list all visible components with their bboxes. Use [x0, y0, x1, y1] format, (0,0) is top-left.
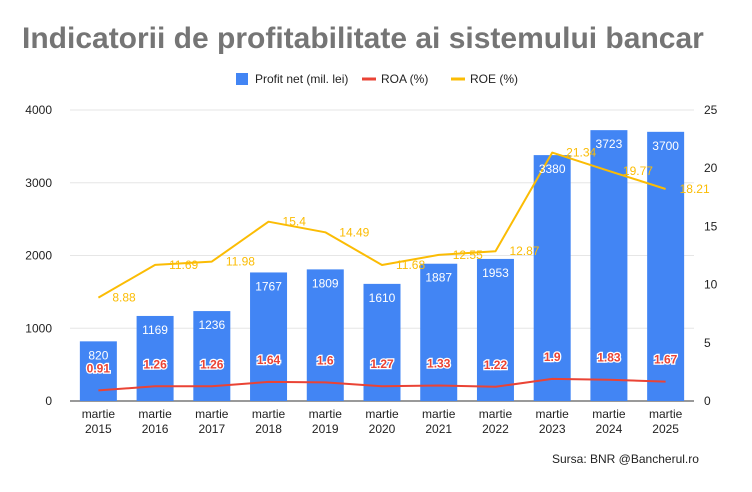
bar-value-label: 1809	[312, 276, 339, 290]
x-tick-label: martie	[138, 407, 172, 421]
legend-swatch	[236, 73, 248, 85]
legend-label: ROA (%)	[381, 72, 428, 86]
legend-label: ROE (%)	[470, 72, 518, 86]
bar-value-label: 1236	[198, 318, 225, 332]
x-tick-label: 2017	[198, 422, 225, 436]
roe-value-label: 12.87	[509, 244, 539, 258]
roe-value-label: 15.4	[283, 215, 307, 229]
roa-value-label: 0.91	[87, 361, 111, 375]
x-tick-label: 2016	[142, 422, 169, 436]
x-tick-label: 2023	[539, 422, 566, 436]
roe-value-label: 8.88	[112, 291, 136, 305]
x-tick-label: 2020	[369, 422, 396, 436]
roa-value-label: 1.22	[484, 358, 508, 372]
x-tick-label: 2021	[425, 422, 452, 436]
roa-value-label: 1.67	[654, 353, 678, 367]
bar	[533, 155, 571, 401]
x-tick-label: martie	[592, 407, 626, 421]
roa-value-label: 1.26	[200, 357, 224, 371]
bar-value-label: 820	[88, 348, 108, 362]
legend-label: Profit net (mil. lei)	[255, 72, 348, 86]
roe-value-label: 11.68	[396, 258, 425, 272]
roe-value-label: 12.55	[453, 248, 483, 262]
x-tick-label: martie	[649, 407, 683, 421]
source-note: Sursa: BNR @Bancherul.ro	[552, 452, 699, 466]
x-tick-label: 2025	[652, 422, 679, 436]
roa-value-label: 1.6	[317, 353, 334, 367]
bar	[647, 131, 685, 401]
y-left-tick-label: 0	[45, 394, 52, 408]
y-right-tick-label: 5	[704, 336, 711, 350]
roe-value-label: 11.98	[226, 255, 255, 269]
roe-line	[97, 151, 666, 299]
roa-value-label: 1.83	[597, 351, 621, 365]
bar	[306, 269, 344, 401]
x-tick-label: 2018	[255, 422, 282, 436]
roa-value-label: 1.27	[370, 357, 394, 371]
y-left-tick-label: 2000	[25, 249, 52, 263]
bar	[79, 341, 117, 401]
roe-value-label: 11.69	[169, 258, 198, 272]
roa-line	[98, 377, 666, 392]
roe-value-label: 19.77	[623, 164, 653, 178]
bar-value-label: 3723	[596, 137, 623, 151]
roa-value-label: 1.33	[427, 357, 451, 371]
x-tick-label: 2019	[312, 422, 339, 436]
roa-value-label: 1.64	[257, 353, 281, 367]
roe-value-label: 21.34	[566, 146, 596, 160]
x-tick-label: martie	[195, 407, 229, 421]
bar	[250, 272, 288, 401]
chart-title: Indicatorii de profitabilitate ai sistem…	[22, 22, 704, 55]
x-tick-label: 2024	[596, 422, 623, 436]
bar-value-label: 1610	[369, 291, 396, 305]
roa-value-label: 1.26	[143, 357, 167, 371]
roe-value-label: 18.21	[680, 182, 710, 196]
y-right-tick-label: 25	[704, 103, 718, 117]
x-tick-label: 2022	[482, 422, 509, 436]
x-tick-label: 2015	[85, 422, 112, 436]
y-left-tick-label: 4000	[25, 103, 52, 117]
x-tick-label: martie	[309, 407, 343, 421]
x-tick-label: martie	[479, 407, 513, 421]
bar-value-label: 3700	[652, 139, 679, 153]
y-right-tick-label: 15	[704, 219, 718, 233]
bar-value-label: 1767	[255, 279, 282, 293]
bar-value-label: 1887	[425, 271, 452, 285]
x-tick-label: martie	[536, 407, 570, 421]
y-right-tick-label: 20	[704, 161, 718, 175]
x-tick-label: martie	[422, 407, 456, 421]
roa-value-label: 1.9	[544, 350, 561, 364]
x-tick-label: martie	[252, 407, 286, 421]
bar-value-label: 1953	[482, 266, 509, 280]
bar-value-label: 3380	[539, 162, 566, 176]
y-right-tick-label: 10	[704, 278, 718, 292]
bar-value-label: 1169	[142, 323, 168, 337]
y-right-tick-label: 0	[704, 394, 711, 408]
y-left-tick-label: 3000	[25, 176, 52, 190]
bar	[420, 263, 458, 401]
y-left-tick-label: 1000	[25, 321, 52, 335]
x-tick-label: martie	[82, 407, 116, 421]
bar	[476, 258, 514, 401]
x-tick-label: martie	[365, 407, 399, 421]
roe-value-label: 14.49	[339, 225, 369, 239]
bar	[363, 283, 401, 401]
